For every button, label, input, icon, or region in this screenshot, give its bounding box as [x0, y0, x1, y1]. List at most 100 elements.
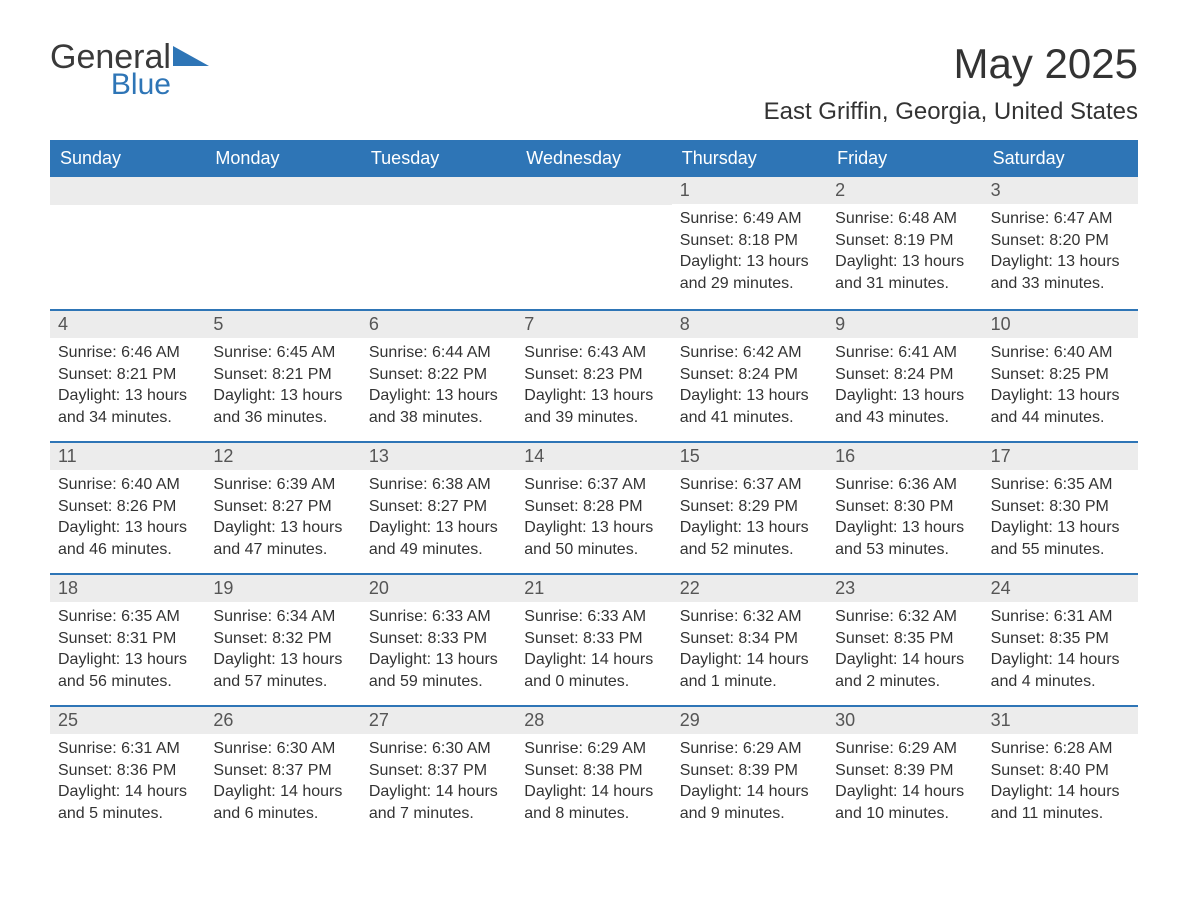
- sunset-text: Sunset: 8:33 PM: [524, 628, 663, 650]
- logo-flag-icon: [173, 46, 209, 74]
- day-number: 18: [50, 575, 205, 602]
- day-number: 16: [827, 443, 982, 470]
- sunset-text: Sunset: 8:37 PM: [213, 760, 352, 782]
- sunset-text: Sunset: 8:35 PM: [835, 628, 974, 650]
- day-content: Sunrise: 6:47 AMSunset: 8:20 PMDaylight:…: [983, 204, 1138, 302]
- sunset-text: Sunset: 8:31 PM: [58, 628, 197, 650]
- day-cell: 10Sunrise: 6:40 AMSunset: 8:25 PMDayligh…: [983, 311, 1138, 441]
- day-content: Sunrise: 6:40 AMSunset: 8:26 PMDaylight:…: [50, 470, 205, 568]
- daylight-text: Daylight: 13 hours and 43 minutes.: [835, 385, 974, 428]
- day-number: 29: [672, 707, 827, 734]
- day-content: Sunrise: 6:42 AMSunset: 8:24 PMDaylight:…: [672, 338, 827, 436]
- day-number: 22: [672, 575, 827, 602]
- sunset-text: Sunset: 8:25 PM: [991, 364, 1130, 386]
- day-cell: 6Sunrise: 6:44 AMSunset: 8:22 PMDaylight…: [361, 311, 516, 441]
- day-number: 10: [983, 311, 1138, 338]
- sunrise-text: Sunrise: 6:29 AM: [835, 738, 974, 760]
- sunset-text: Sunset: 8:27 PM: [369, 496, 508, 518]
- logo-text: General Blue: [50, 40, 171, 100]
- day-cell: 26Sunrise: 6:30 AMSunset: 8:37 PMDayligh…: [205, 707, 360, 837]
- day-number: 28: [516, 707, 671, 734]
- day-cell: 23Sunrise: 6:32 AMSunset: 8:35 PMDayligh…: [827, 575, 982, 705]
- sunrise-text: Sunrise: 6:44 AM: [369, 342, 508, 364]
- daylight-text: Daylight: 13 hours and 29 minutes.: [680, 251, 819, 294]
- daylight-text: Daylight: 13 hours and 52 minutes.: [680, 517, 819, 560]
- sunset-text: Sunset: 8:22 PM: [369, 364, 508, 386]
- daylight-text: Daylight: 13 hours and 44 minutes.: [991, 385, 1130, 428]
- sunrise-text: Sunrise: 6:47 AM: [991, 208, 1130, 230]
- day-number: 31: [983, 707, 1138, 734]
- day-content: Sunrise: 6:29 AMSunset: 8:39 PMDaylight:…: [827, 734, 982, 832]
- daylight-text: Daylight: 13 hours and 41 minutes.: [680, 385, 819, 428]
- daylight-text: Daylight: 13 hours and 49 minutes.: [369, 517, 508, 560]
- sunrise-text: Sunrise: 6:28 AM: [991, 738, 1130, 760]
- day-number: 8: [672, 311, 827, 338]
- day-content: Sunrise: 6:34 AMSunset: 8:32 PMDaylight:…: [205, 602, 360, 700]
- sunset-text: Sunset: 8:36 PM: [58, 760, 197, 782]
- sunrise-text: Sunrise: 6:36 AM: [835, 474, 974, 496]
- day-cell: 28Sunrise: 6:29 AMSunset: 8:38 PMDayligh…: [516, 707, 671, 837]
- day-content: Sunrise: 6:32 AMSunset: 8:35 PMDaylight:…: [827, 602, 982, 700]
- sunrise-text: Sunrise: 6:37 AM: [524, 474, 663, 496]
- sunset-text: Sunset: 8:29 PM: [680, 496, 819, 518]
- sunrise-text: Sunrise: 6:49 AM: [680, 208, 819, 230]
- day-number: 1: [672, 177, 827, 204]
- calendar: SundayMondayTuesdayWednesdayThursdayFrid…: [50, 140, 1138, 837]
- day-number: [361, 177, 516, 205]
- day-content: Sunrise: 6:29 AMSunset: 8:39 PMDaylight:…: [672, 734, 827, 832]
- day-content: Sunrise: 6:31 AMSunset: 8:35 PMDaylight:…: [983, 602, 1138, 700]
- day-cell: 19Sunrise: 6:34 AMSunset: 8:32 PMDayligh…: [205, 575, 360, 705]
- day-content: Sunrise: 6:33 AMSunset: 8:33 PMDaylight:…: [361, 602, 516, 700]
- sunset-text: Sunset: 8:28 PM: [524, 496, 663, 518]
- sunset-text: Sunset: 8:23 PM: [524, 364, 663, 386]
- sunset-text: Sunset: 8:40 PM: [991, 760, 1130, 782]
- day-content: Sunrise: 6:33 AMSunset: 8:33 PMDaylight:…: [516, 602, 671, 700]
- day-number: 25: [50, 707, 205, 734]
- day-number: 4: [50, 311, 205, 338]
- daylight-text: Daylight: 14 hours and 4 minutes.: [991, 649, 1130, 692]
- day-cell: [205, 177, 360, 309]
- sunrise-text: Sunrise: 6:30 AM: [213, 738, 352, 760]
- day-cell: 29Sunrise: 6:29 AMSunset: 8:39 PMDayligh…: [672, 707, 827, 837]
- sunrise-text: Sunrise: 6:33 AM: [524, 606, 663, 628]
- sunrise-text: Sunrise: 6:35 AM: [991, 474, 1130, 496]
- daylight-text: Daylight: 13 hours and 47 minutes.: [213, 517, 352, 560]
- title-block: May 2025 East Griffin, Georgia, United S…: [764, 40, 1138, 126]
- day-cell: 9Sunrise: 6:41 AMSunset: 8:24 PMDaylight…: [827, 311, 982, 441]
- daylight-text: Daylight: 14 hours and 10 minutes.: [835, 781, 974, 824]
- sunset-text: Sunset: 8:37 PM: [369, 760, 508, 782]
- day-content: Sunrise: 6:36 AMSunset: 8:30 PMDaylight:…: [827, 470, 982, 568]
- day-cell: 3Sunrise: 6:47 AMSunset: 8:20 PMDaylight…: [983, 177, 1138, 309]
- day-cell: [361, 177, 516, 309]
- day-content: Sunrise: 6:30 AMSunset: 8:37 PMDaylight:…: [205, 734, 360, 832]
- sunrise-text: Sunrise: 6:39 AM: [213, 474, 352, 496]
- day-number: 12: [205, 443, 360, 470]
- sunset-text: Sunset: 8:26 PM: [58, 496, 197, 518]
- day-number: 27: [361, 707, 516, 734]
- day-number: [516, 177, 671, 205]
- day-content: Sunrise: 6:44 AMSunset: 8:22 PMDaylight:…: [361, 338, 516, 436]
- daylight-text: Daylight: 14 hours and 9 minutes.: [680, 781, 819, 824]
- daylight-text: Daylight: 14 hours and 8 minutes.: [524, 781, 663, 824]
- day-number: 23: [827, 575, 982, 602]
- day-content: Sunrise: 6:37 AMSunset: 8:29 PMDaylight:…: [672, 470, 827, 568]
- daylight-text: Daylight: 14 hours and 0 minutes.: [524, 649, 663, 692]
- month-title: May 2025: [764, 40, 1138, 88]
- daylight-text: Daylight: 14 hours and 5 minutes.: [58, 781, 197, 824]
- day-cell: 2Sunrise: 6:48 AMSunset: 8:19 PMDaylight…: [827, 177, 982, 309]
- sunset-text: Sunset: 8:33 PM: [369, 628, 508, 650]
- day-number: 21: [516, 575, 671, 602]
- sunrise-text: Sunrise: 6:43 AM: [524, 342, 663, 364]
- day-content: Sunrise: 6:31 AMSunset: 8:36 PMDaylight:…: [50, 734, 205, 832]
- sunrise-text: Sunrise: 6:45 AM: [213, 342, 352, 364]
- day-number: 15: [672, 443, 827, 470]
- daylight-text: Daylight: 13 hours and 31 minutes.: [835, 251, 974, 294]
- day-cell: 11Sunrise: 6:40 AMSunset: 8:26 PMDayligh…: [50, 443, 205, 573]
- weekday-header-cell: Friday: [827, 140, 982, 177]
- day-content: Sunrise: 6:35 AMSunset: 8:31 PMDaylight:…: [50, 602, 205, 700]
- day-cell: 21Sunrise: 6:33 AMSunset: 8:33 PMDayligh…: [516, 575, 671, 705]
- sunrise-text: Sunrise: 6:31 AM: [991, 606, 1130, 628]
- day-cell: 15Sunrise: 6:37 AMSunset: 8:29 PMDayligh…: [672, 443, 827, 573]
- daylight-text: Daylight: 13 hours and 50 minutes.: [524, 517, 663, 560]
- sunset-text: Sunset: 8:39 PM: [680, 760, 819, 782]
